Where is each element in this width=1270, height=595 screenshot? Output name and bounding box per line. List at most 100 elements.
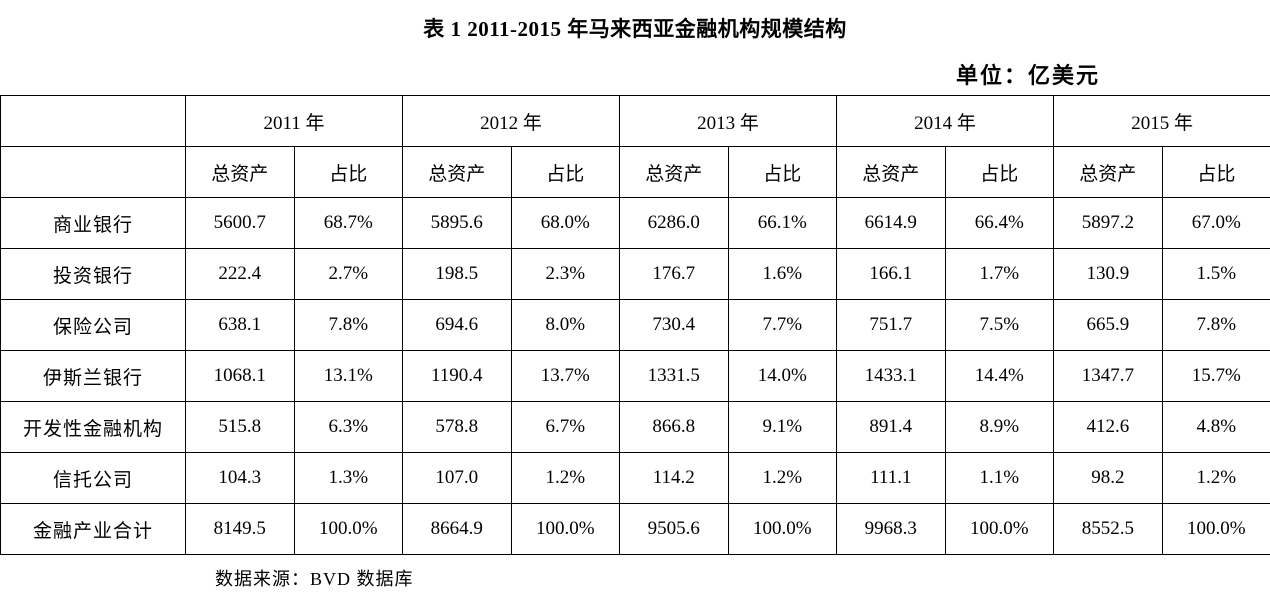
- table-cell: 8149.5: [185, 503, 295, 555]
- table-cell: 9968.3: [836, 503, 946, 555]
- table-cell: 66.4%: [944, 197, 1055, 249]
- unit-label: 单位：亿美元: [955, 63, 1100, 88]
- subheader-share: 占比: [944, 146, 1055, 198]
- table-cell: 67.0%: [1161, 197, 1270, 249]
- table-cell: 1.2%: [510, 452, 621, 504]
- corner-cell-top: [0, 95, 186, 147]
- table-cell: 7.8%: [293, 299, 404, 351]
- corner-cell-bottom: [0, 146, 186, 198]
- year-header-2012: 2012 年: [402, 95, 621, 147]
- subheader-share: 占比: [510, 146, 621, 198]
- table-cell: 100.0%: [944, 503, 1055, 555]
- year-header-2013: 2013 年: [619, 95, 838, 147]
- subheader-share: 占比: [727, 146, 838, 198]
- table-cell: 68.7%: [293, 197, 404, 249]
- table-cell: 1.6%: [727, 248, 838, 300]
- table-cell: 6.3%: [293, 401, 404, 453]
- table-row: 开发性金融机构 515.8 6.3% 578.8 6.7% 866.8 9.1%…: [0, 401, 1270, 453]
- table-row: 商业银行 5600.7 68.7% 5895.6 68.0% 6286.0 66…: [0, 197, 1270, 249]
- table-row-total: 金融产业合计 8149.5 100.0% 8664.9 100.0% 9505.…: [0, 503, 1270, 555]
- table-cell: 14.4%: [944, 350, 1055, 402]
- subheader-assets: 总资产: [619, 146, 729, 198]
- table-cell: 7.8%: [1161, 299, 1270, 351]
- table-cell: 694.6: [402, 299, 512, 351]
- table-cell: 665.9: [1053, 299, 1163, 351]
- table-cell: 1068.1: [185, 350, 295, 402]
- table-cell: 13.7%: [510, 350, 621, 402]
- table-cell: 9505.6: [619, 503, 729, 555]
- table-row: 伊斯兰银行 1068.1 13.1% 1190.4 13.7% 1331.5 1…: [0, 350, 1270, 402]
- row-label: 金融产业合计: [0, 503, 186, 555]
- table-cell: 7.7%: [727, 299, 838, 351]
- table-cell: 111.1: [836, 452, 946, 504]
- financial-structure-table: 2011 年 2012 年 2013 年 2014 年 2015 年 总资产 占…: [0, 95, 1270, 555]
- table-cell: 6286.0: [619, 197, 729, 249]
- table-cell: 638.1: [185, 299, 295, 351]
- table-cell: 1190.4: [402, 350, 512, 402]
- table-cell: 66.1%: [727, 197, 838, 249]
- table-cell: 8.0%: [510, 299, 621, 351]
- table-cell: 2.3%: [510, 248, 621, 300]
- subheader-assets: 总资产: [1053, 146, 1163, 198]
- table-cell: 751.7: [836, 299, 946, 351]
- table-cell: 198.5: [402, 248, 512, 300]
- table-cell: 68.0%: [510, 197, 621, 249]
- row-label: 开发性金融机构: [0, 401, 186, 453]
- table-cell: 6.7%: [510, 401, 621, 453]
- table-cell: 1347.7: [1053, 350, 1163, 402]
- table-cell: 13.1%: [293, 350, 404, 402]
- table-cell: 114.2: [619, 452, 729, 504]
- subheader-share: 占比: [1161, 146, 1270, 198]
- year-header-2015: 2015 年: [1053, 95, 1270, 147]
- year-header-2014: 2014 年: [836, 95, 1055, 147]
- table-cell: 98.2: [1053, 452, 1163, 504]
- table-row: 保险公司 638.1 7.8% 694.6 8.0% 730.4 7.7% 75…: [0, 299, 1270, 351]
- table-cell: 1433.1: [836, 350, 946, 402]
- table-cell: 2.7%: [293, 248, 404, 300]
- row-label: 伊斯兰银行: [0, 350, 186, 402]
- header-row-sub: 总资产 占比 总资产 占比 总资产 占比 总资产 占比 总资产 占比: [0, 146, 1270, 198]
- table-cell: 7.5%: [944, 299, 1055, 351]
- year-header-2011: 2011 年: [184, 95, 404, 147]
- table-cell: 9.1%: [727, 401, 838, 453]
- row-label: 信托公司: [0, 452, 186, 504]
- table-cell: 8552.5: [1053, 503, 1163, 555]
- table-cell: 100.0%: [510, 503, 621, 555]
- table-cell: 1.3%: [293, 452, 404, 504]
- table-cell: 100.0%: [293, 503, 404, 555]
- table-cell: 1.2%: [1161, 452, 1270, 504]
- subheader-assets: 总资产: [185, 146, 295, 198]
- table-cell: 107.0: [402, 452, 512, 504]
- header-row-years: 2011 年 2012 年 2013 年 2014 年 2015 年: [0, 95, 1270, 147]
- table-cell: 6614.9: [836, 197, 946, 249]
- table-cell: 5600.7: [185, 197, 295, 249]
- table-cell: 5895.6: [402, 197, 512, 249]
- table-cell: 1.1%: [944, 452, 1055, 504]
- source-note: 数据来源：BVD 数据库: [215, 569, 414, 589]
- table-cell: 515.8: [185, 401, 295, 453]
- table-cell: 866.8: [619, 401, 729, 453]
- row-label: 保险公司: [0, 299, 186, 351]
- table-cell: 1331.5: [619, 350, 729, 402]
- table-title: 表 1 2011-2015 年马来西亚金融机构规模结构: [423, 17, 847, 41]
- table-cell: 1.7%: [944, 248, 1055, 300]
- table-cell: 222.4: [185, 248, 295, 300]
- table-cell: 5897.2: [1053, 197, 1163, 249]
- table-cell: 8.9%: [944, 401, 1055, 453]
- table-cell: 891.4: [836, 401, 946, 453]
- table-row: 信托公司 104.3 1.3% 107.0 1.2% 114.2 1.2% 11…: [0, 452, 1270, 504]
- table-cell: 4.8%: [1161, 401, 1270, 453]
- table-cell: 730.4: [619, 299, 729, 351]
- table-cell: 176.7: [619, 248, 729, 300]
- row-label: 商业银行: [0, 197, 186, 249]
- subheader-assets: 总资产: [836, 146, 946, 198]
- table-cell: 130.9: [1053, 248, 1163, 300]
- table-cell: 104.3: [185, 452, 295, 504]
- subheader-assets: 总资产: [402, 146, 512, 198]
- table-cell: 8664.9: [402, 503, 512, 555]
- table-cell: 100.0%: [1161, 503, 1270, 555]
- table-cell: 166.1: [836, 248, 946, 300]
- subheader-share: 占比: [293, 146, 404, 198]
- table-row: 投资银行 222.4 2.7% 198.5 2.3% 176.7 1.6% 16…: [0, 248, 1270, 300]
